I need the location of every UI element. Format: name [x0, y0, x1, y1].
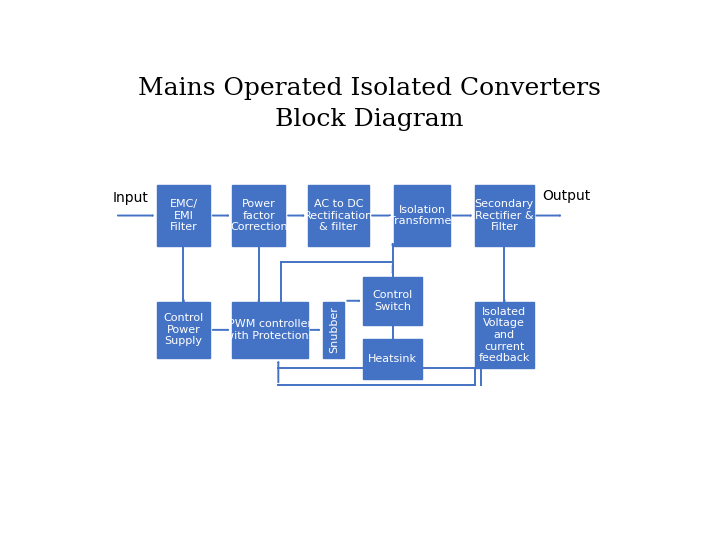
Text: AC to DC
Rectification
& filter: AC to DC Rectification & filter [304, 199, 373, 232]
Text: PWM controller
with Protections: PWM controller with Protections [225, 319, 315, 341]
Text: Isolation
Transformer: Isolation Transformer [389, 205, 456, 226]
Text: Input: Input [112, 191, 148, 205]
Text: Block Diagram: Block Diagram [275, 109, 463, 131]
Text: Secondary
Rectifier &
Filter: Secondary Rectifier & Filter [474, 199, 534, 232]
Text: Heatsink: Heatsink [368, 354, 417, 364]
Text: Mains Operated Isolated Converters: Mains Operated Isolated Converters [138, 77, 600, 100]
Text: Output: Output [542, 189, 590, 203]
Text: Control
Switch: Control Switch [372, 290, 413, 312]
Text: Control
Power
Supply: Control Power Supply [163, 313, 204, 347]
FancyBboxPatch shape [475, 302, 534, 368]
FancyBboxPatch shape [364, 339, 422, 379]
Text: Snubber: Snubber [329, 306, 339, 353]
FancyBboxPatch shape [233, 185, 285, 246]
Text: EMC/
EMI
Filter: EMC/ EMI Filter [169, 199, 197, 232]
FancyBboxPatch shape [394, 185, 450, 246]
FancyBboxPatch shape [157, 302, 210, 358]
FancyBboxPatch shape [233, 302, 307, 358]
FancyBboxPatch shape [323, 302, 344, 358]
FancyBboxPatch shape [475, 185, 534, 246]
FancyBboxPatch shape [364, 277, 422, 325]
Text: Isolated
Voltage
and
current
feedback: Isolated Voltage and current feedback [479, 307, 530, 363]
FancyBboxPatch shape [157, 185, 210, 246]
Text: Power
factor
Correction: Power factor Correction [230, 199, 287, 232]
FancyBboxPatch shape [307, 185, 369, 246]
